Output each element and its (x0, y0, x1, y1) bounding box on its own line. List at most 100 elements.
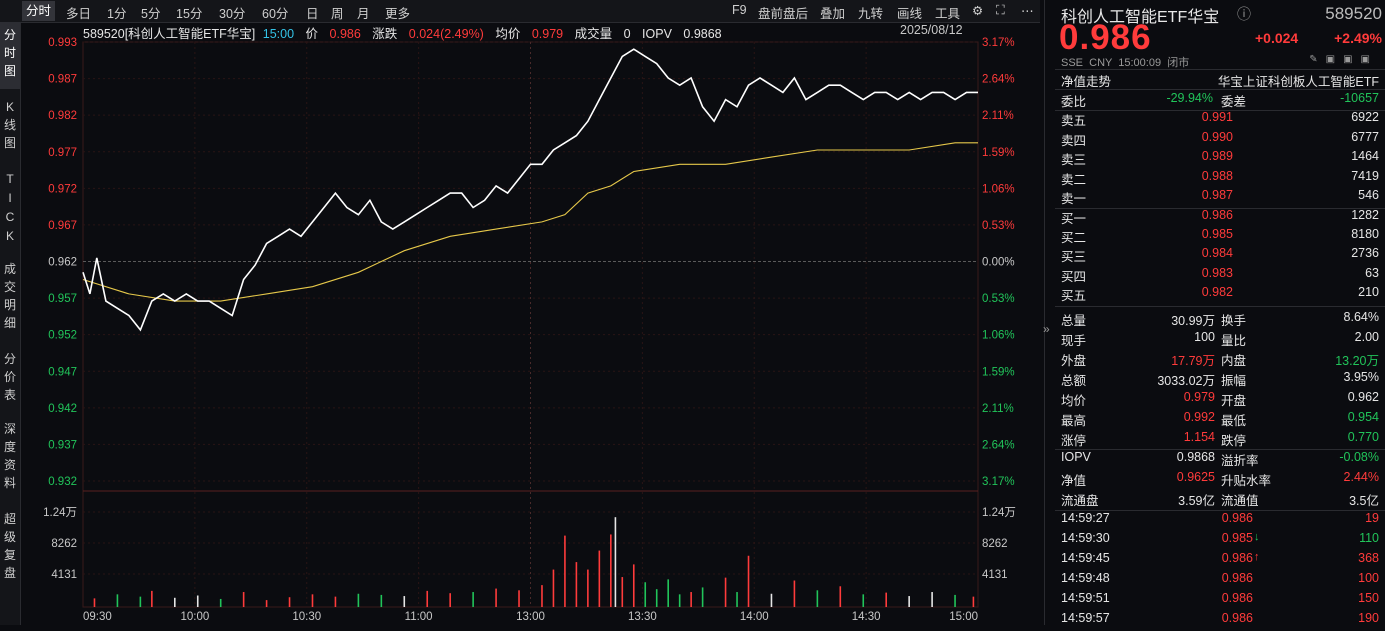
f9-button[interactable]: F9 (732, 3, 747, 17)
bid-row: 买四 0.983 63 (1061, 266, 1379, 286)
info-change: 0.024(2.49%) (408, 27, 484, 41)
info-iopv-label: IOPV (642, 27, 672, 41)
weibi-row: 委比 -29.94% 委差 -10657 (1061, 91, 1379, 111)
tab-5min[interactable]: 5分 (141, 7, 161, 21)
bid-row: 买一 0.986 1282 (1061, 208, 1379, 228)
stat-row: 最高 0.992 最低 0.954 (1061, 410, 1379, 430)
nav-label: 净值走势 (1061, 75, 1112, 89)
price-axis-left-label: 0.977 (48, 147, 77, 159)
extra-row: 净值 0.9625 升贴水率 2.44% (1061, 470, 1379, 490)
price-axis-right-label: 1.06% (982, 183, 1015, 195)
tick-price: 0.986 (1221, 611, 1253, 625)
lefttab-intraday[interactable]: 分时图 (0, 22, 20, 89)
info-vol-label: 成交量 (574, 27, 613, 41)
lefttab-depth[interactable]: 深度资料 (0, 420, 20, 500)
tick-price: 0.986 (1221, 591, 1253, 605)
settings-icon[interactable]: ⚙ (972, 4, 984, 18)
volume-axis-right-label: 4131 (982, 569, 1008, 581)
extra-label: 流通值 (1221, 494, 1259, 508)
extra-label: 溢折率 (1221, 454, 1259, 468)
nav-row[interactable]: 净值走势 华宝上证科创板人工智能ETF (1061, 71, 1379, 91)
tab-day[interactable]: 日 (306, 7, 319, 21)
stat-label: 现手 (1061, 334, 1087, 348)
lefttab-label: 成交明细 (3, 262, 16, 330)
weibi-label: 委比 (1061, 95, 1087, 109)
stat-label: 内盘 (1221, 354, 1247, 368)
time-axis-label: 09:30 (83, 611, 112, 623)
sidebar-tool-icons[interactable]: ✎▣▣▣ (1309, 54, 1378, 65)
ask-price: 0.988 (1201, 168, 1233, 183)
extra-label: 净值 (1061, 474, 1087, 488)
lefttab-replay[interactable]: 超级复盘 (0, 510, 20, 590)
last-price: 0.986 (1059, 18, 1152, 57)
tick-time: 14:59:51 (1061, 591, 1110, 605)
ask-row: 卖二 0.988 7419 (1061, 169, 1379, 189)
tab-30min[interactable]: 30分 (219, 7, 246, 21)
bid-price: 0.985 (1201, 227, 1233, 242)
tools-button[interactable]: 工具 (935, 7, 961, 21)
ask-volume: 7419 (1351, 168, 1379, 183)
overlay-button[interactable]: 叠加 (820, 7, 846, 21)
tab-month[interactable]: 月 (357, 7, 370, 21)
quote-sidebar: 科创人工智能ETF华宝 ⓘ 589520 0.986 +0.024 +2.49%… (1043, 0, 1385, 625)
lefttab-trades[interactable]: 成交明细 (0, 260, 20, 340)
bid-volume: 2736 (1351, 246, 1379, 261)
timeframe-toolbar: 分时 多日 1分 5分 15分 30分 60分 日 周 月 更多 F9 盘前盘后… (0, 0, 1040, 23)
bid-price: 0.984 (1201, 246, 1233, 261)
info-avg: 0.979 (531, 27, 564, 41)
tab-more[interactable]: 更多 (385, 7, 411, 21)
tick-row: 14:59:45 0.986 ↑ 368 (1061, 551, 1379, 571)
lefttab-label: 分时图 (3, 28, 16, 78)
tab-multiday[interactable]: 多日 (66, 7, 92, 21)
stat-row: 现手 100 量比 2.00 (1061, 330, 1379, 350)
stat-label: 换手 (1221, 314, 1247, 328)
premarket-button[interactable]: 盘前盘后 (758, 7, 809, 21)
ask-price: 0.989 (1201, 149, 1233, 164)
lefttab-price-table[interactable]: 分价表 (0, 350, 20, 410)
stat-value: 1.154 (1183, 430, 1215, 444)
expand-icon[interactable]: ⛶ (996, 3, 1005, 17)
nine-turn-button[interactable]: 九转 (858, 7, 884, 21)
ask-volume: 6777 (1351, 129, 1379, 144)
index-name: 华宝上证科创板人工智能ETF (1217, 75, 1379, 89)
stat-label: 最低 (1221, 414, 1247, 428)
tab-60min[interactable]: 60分 (262, 7, 289, 21)
intraday-chart[interactable]: 589520[科创人工智能ETF华宝] 15:00 价 0.986 涨跌 0.0… (20, 22, 1040, 625)
lefttab-tick[interactable]: TICK (0, 170, 20, 250)
change-percent: +2.49% (1334, 30, 1382, 46)
info-price: 0.986 (329, 27, 361, 41)
price-axis-right-label: 3.17% (982, 37, 1015, 49)
tab-week[interactable]: 周 (331, 7, 344, 21)
info-icon[interactable]: ⓘ (1237, 6, 1251, 22)
price-axis-right-label: 2.64% (982, 74, 1015, 86)
more-icon[interactable]: ⋯ (1021, 4, 1034, 18)
price-axis-right-label: 1.59% (982, 366, 1015, 378)
lefttab-kline[interactable]: K线图 (0, 98, 20, 158)
draw-line-button[interactable]: 画线 (897, 7, 923, 21)
ask-label: 卖四 (1061, 133, 1087, 148)
tab-1min[interactable]: 1分 (107, 7, 127, 21)
ask-label: 卖一 (1061, 192, 1087, 207)
volume-axis-right-label: 8262 (982, 538, 1008, 550)
tick-direction-icon: ↑ (1254, 551, 1260, 563)
collapse-icon[interactable]: » (1043, 322, 1050, 336)
price-axis-right-label: 0.53% (982, 293, 1015, 305)
left-tab-bar: 分时图 K线图 TICK 成交明细 分价表 深度资料 超级复盘 (0, 22, 21, 625)
tab-15min[interactable]: 15分 (176, 7, 203, 21)
price-axis-right-label: 1.59% (982, 147, 1015, 159)
quote-info-line: 589520[科创人工智能ETF华宝] 15:00 价 0.986 涨跌 0.0… (83, 23, 722, 42)
price-axis-left-label: 0.982 (48, 110, 77, 122)
security-title: 科创人工智能ETF华宝 (1061, 9, 1220, 26)
weibi-value: -29.94% (1166, 91, 1213, 105)
tab-intraday[interactable]: 分时 (22, 1, 56, 21)
lefttab-label: K线图 (3, 100, 16, 150)
volume-axis-right-label: 1.24万 (982, 507, 1016, 519)
bid-price: 0.983 (1201, 265, 1233, 280)
price-axis-right-label: 2.64% (982, 439, 1015, 451)
info-avg-label: 均价 (495, 27, 521, 41)
extra-row: IOPV 0.9868 溢折率 -0.08% (1061, 450, 1379, 470)
ask-row: 卖三 0.989 1464 (1061, 149, 1379, 169)
extra-value: 0.9625 (1176, 470, 1215, 484)
change-value: +0.024 (1255, 30, 1299, 46)
extra-value: 3.59亿 (1178, 494, 1215, 508)
